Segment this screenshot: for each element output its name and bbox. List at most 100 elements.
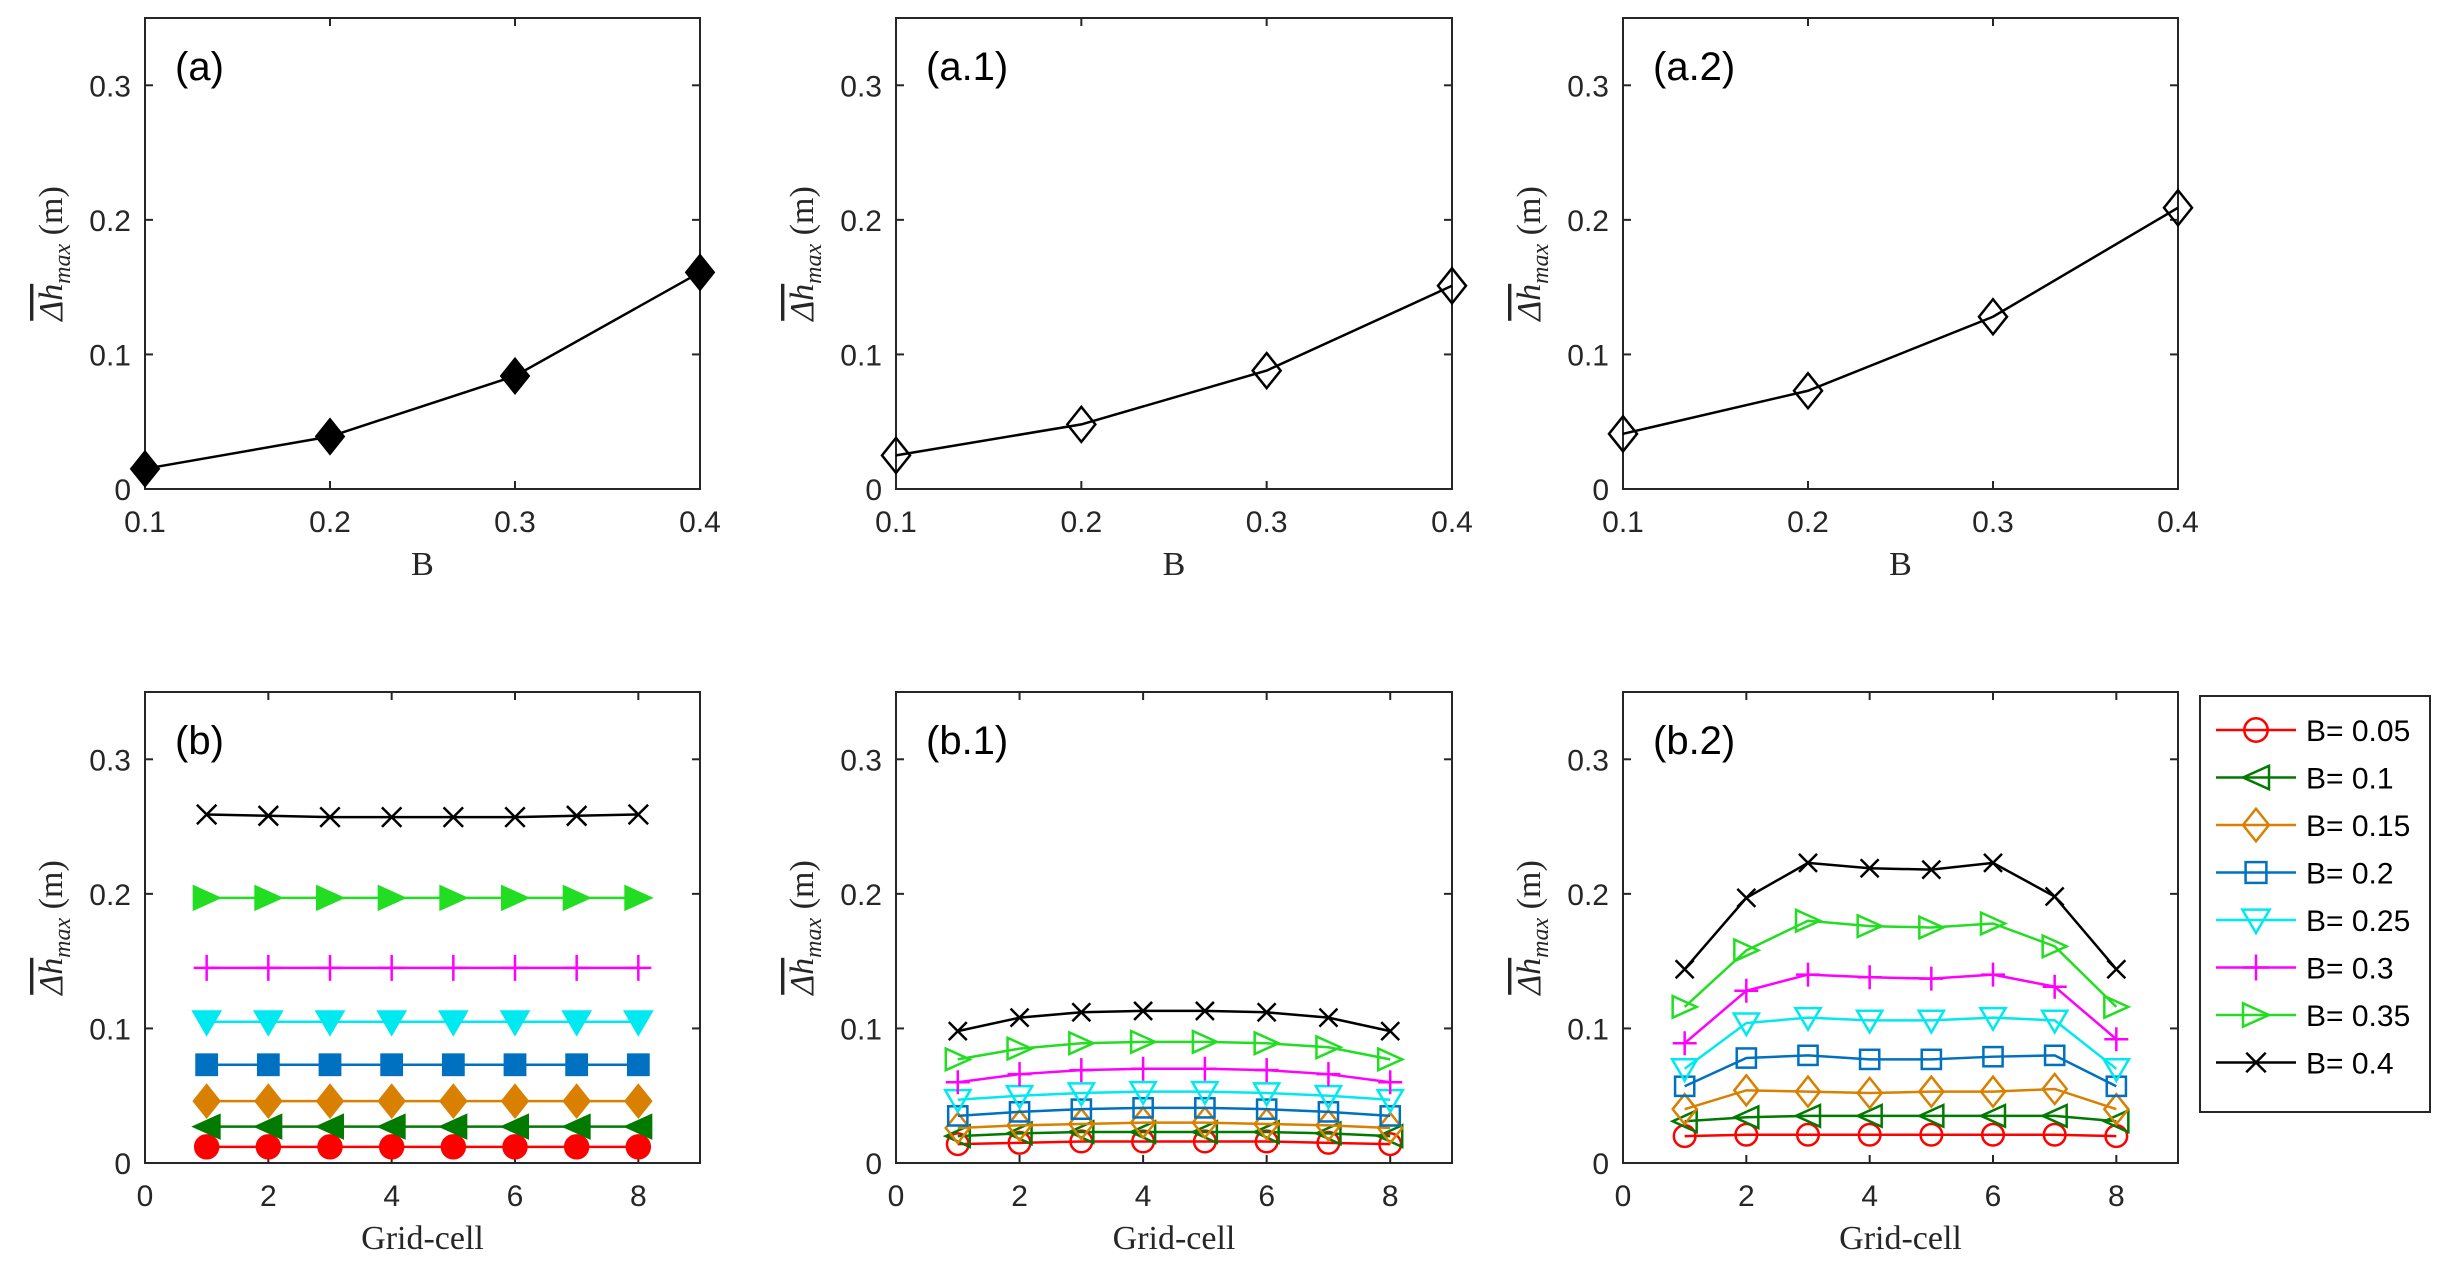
data-point [1732,1073,1760,1108]
data-point [684,253,716,292]
legend-label: B= 0.1 [2306,763,2394,796]
data-point [377,1083,406,1119]
data-point [566,805,588,827]
data-point [2041,933,2070,960]
data-point [1797,1044,1819,1067]
data-point [1731,1012,1762,1038]
data-point [377,884,408,912]
data-point [314,1010,346,1037]
x-tick-label: 6 [1258,1180,1275,1213]
data-point [441,1053,465,1077]
data-point [1980,1122,2006,1147]
data-point [1977,297,2009,337]
x-tick-label: 4 [1135,1180,1152,1213]
data-point [1983,853,2003,873]
y-axis-label: Δhmax (m) [784,860,827,997]
y-tick-label: 0.1 [89,1013,131,1046]
x-tick-label: 8 [2108,1180,2125,1213]
data-point [1669,1108,1698,1135]
data-point [317,1134,343,1160]
data-point [1920,1048,1943,1071]
data-point [376,1113,406,1140]
data-point [499,1010,531,1037]
legend-label: B= 0.05 [2306,715,2410,748]
chart-panel: 0 2 4 6 8 0 0.1 0.2 0.3 Grid-cell Δhmax (m) (b.2) [1511,691,2179,1257]
y-tick-label: 0.1 [1567,339,1609,372]
data-point [440,954,467,981]
data-point [1132,1096,1154,1119]
data-point [1916,1103,1945,1129]
data-point [254,1083,283,1119]
data-point [1798,853,1818,873]
series [192,1083,653,1119]
data-point [1008,1101,1031,1123]
data-point [442,806,464,828]
y-axis-label: Δhmax (m) [784,186,827,323]
data-point [2042,1122,2067,1147]
series [1671,1071,2130,1127]
data-point [193,1134,220,1160]
y-tick-label: 0 [865,474,882,507]
data-point [2103,994,2132,1020]
data-point [562,884,593,912]
data-point [1918,914,1947,941]
data-point [191,1113,221,1140]
x-tick-label: 0.1 [124,506,166,539]
data-point [622,1010,654,1037]
data-point [1856,1076,1884,1111]
data-point [1981,962,2005,987]
x-tick-label: 0.4 [679,506,721,539]
y-tick-label: 0.1 [89,339,131,372]
data-point [1921,859,1942,880]
legend-marker [2244,860,2268,885]
x-tick-label: 4 [383,1180,400,1213]
data-point [1733,937,1762,964]
y-tick-label: 0.2 [1567,879,1609,912]
data-point [1066,1082,1097,1108]
series [946,1096,1402,1127]
data-point [319,806,341,828]
series [1669,1103,2130,1135]
data-point [1794,908,1824,934]
y-tick-label: 0.2 [840,205,882,238]
data-point [1673,1075,1696,1098]
data-point [1792,1103,1822,1129]
legend-entry: B= 0.25 [2216,905,2410,938]
series [191,1010,654,1037]
legend-entry: B= 0.05 [2216,715,2410,748]
data-point [1979,1074,2007,1109]
y-tick-label: 0.3 [1567,70,1609,103]
data-point [1856,913,1885,939]
data-point [1917,1074,1945,1109]
x-tick-label: 0.2 [1787,506,1829,539]
data-point [1133,1001,1153,1021]
series-line [1683,1016,2118,1070]
series-line [144,271,701,471]
plot-frame [144,691,701,1164]
y-axis-label: Δhmax (m) [1511,186,1554,323]
data-point [2041,1071,2069,1106]
x-tick-label: 0.4 [2157,506,2199,539]
data-point [946,1105,969,1127]
panel-label: (b) [175,719,224,763]
data-point [378,954,405,981]
data-point [563,1134,590,1160]
legend-entry: B= 0.2 [2216,858,2394,891]
series-line [1683,973,2118,1045]
data-point [627,803,649,826]
data-point [1318,1007,1339,1028]
data-point [1192,1056,1217,1081]
data-point [503,1053,527,1077]
data-point [502,1134,528,1160]
data-point [944,1046,973,1073]
data-point [255,1134,282,1160]
series-line [206,813,639,819]
data-point [502,954,528,981]
data-point [1255,1098,1278,1121]
y-tick-label: 0.3 [89,744,131,777]
data-point [1376,1046,1406,1073]
data-point [2105,1075,2128,1098]
y-tick-label: 0 [1592,1148,1609,1181]
data-point [129,449,161,488]
x-axis-label: B [411,546,434,583]
